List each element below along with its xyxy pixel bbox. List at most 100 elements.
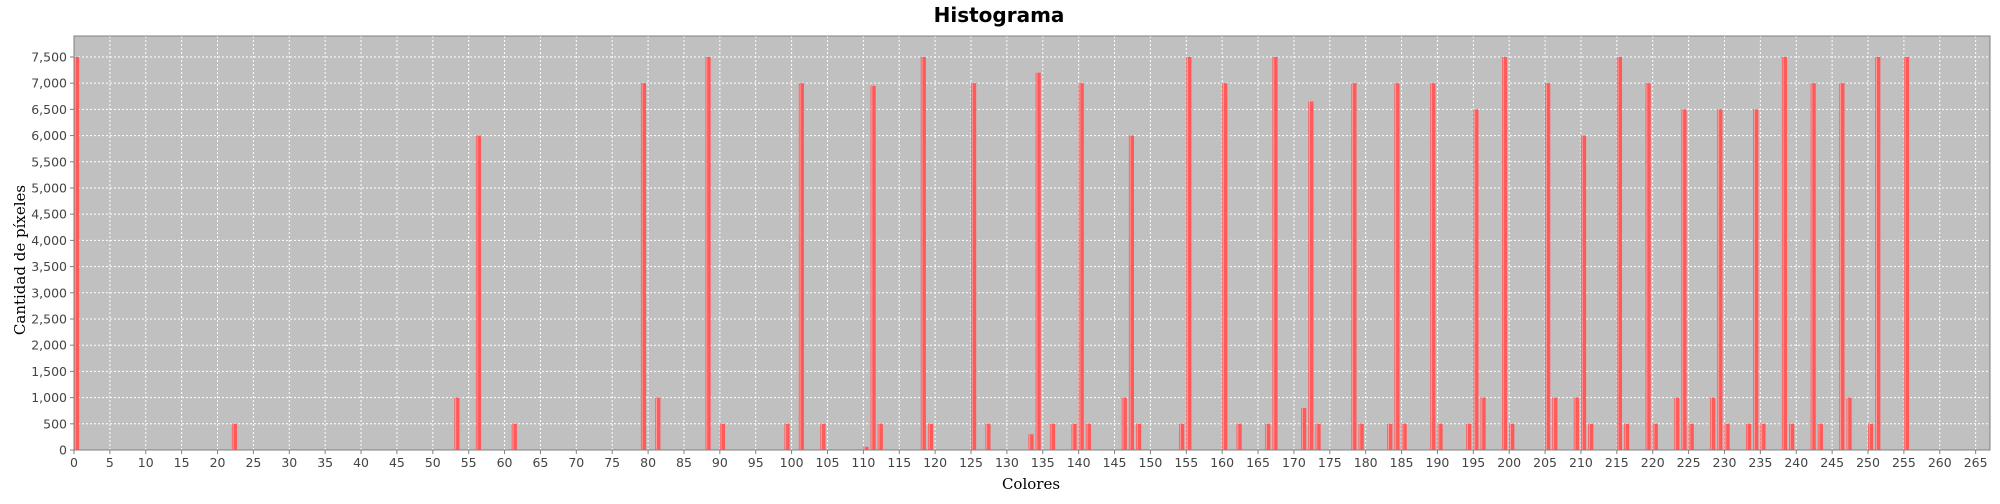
bar-highlight bbox=[1840, 83, 1842, 451]
y-tick-label: 4,000 bbox=[31, 233, 67, 248]
x-tick-label: 105 bbox=[816, 455, 840, 470]
bar-highlight bbox=[1746, 423, 1748, 450]
bar bbox=[454, 397, 460, 450]
x-tick-label: 125 bbox=[959, 455, 983, 470]
bar bbox=[705, 56, 711, 450]
bar-highlight bbox=[512, 423, 514, 450]
x-tick-label: 55 bbox=[461, 455, 477, 470]
bar-highlight bbox=[1904, 56, 1906, 450]
bar-highlight bbox=[971, 83, 973, 451]
bar-highlight bbox=[1718, 109, 1720, 450]
bar-highlight bbox=[1617, 56, 1619, 450]
x-tick-label: 160 bbox=[1210, 455, 1234, 470]
y-tick-label: 3,000 bbox=[31, 285, 67, 300]
bar-highlight bbox=[1387, 423, 1389, 450]
bar bbox=[1078, 83, 1084, 451]
bar bbox=[1236, 423, 1242, 450]
x-tick-label: 165 bbox=[1246, 455, 1270, 470]
bar bbox=[1652, 423, 1658, 450]
bar-highlight bbox=[1273, 56, 1275, 450]
bar-highlight bbox=[1359, 423, 1361, 450]
bar bbox=[1049, 423, 1056, 450]
bar-highlight bbox=[1086, 423, 1088, 450]
x-tick-label: 70 bbox=[568, 455, 584, 470]
bar bbox=[1616, 56, 1623, 450]
bar-highlight bbox=[1646, 83, 1648, 451]
y-tick-label: 7,000 bbox=[31, 76, 67, 91]
bar bbox=[1301, 408, 1307, 450]
bar-highlight bbox=[921, 56, 923, 450]
bar bbox=[798, 83, 804, 451]
bar bbox=[1810, 83, 1816, 451]
x-tick-label: 235 bbox=[1748, 455, 1772, 470]
x-tick-label: 85 bbox=[676, 455, 692, 470]
bar bbox=[1839, 83, 1845, 451]
y-tick-label: 6,500 bbox=[31, 102, 67, 117]
x-tick-label: 10 bbox=[138, 455, 154, 470]
y-axis-label: Cantidad de píxeles bbox=[11, 185, 29, 335]
bar bbox=[927, 423, 934, 450]
bar-highlight bbox=[656, 397, 658, 450]
bar bbox=[1308, 101, 1314, 450]
x-tick-label: 200 bbox=[1497, 455, 1521, 470]
bar-highlight bbox=[1036, 72, 1038, 451]
x-tick-label: 215 bbox=[1605, 455, 1629, 470]
bar-highlight bbox=[1782, 56, 1784, 450]
x-tick-label: 5 bbox=[106, 455, 114, 470]
bar-highlight bbox=[1265, 423, 1267, 450]
bar-highlight bbox=[1502, 56, 1504, 450]
bar-highlight bbox=[1402, 423, 1404, 450]
bar-highlight bbox=[821, 423, 823, 450]
bar bbox=[74, 56, 80, 450]
bar-highlight bbox=[641, 83, 643, 451]
bar-highlight bbox=[1545, 83, 1547, 451]
bar-highlight bbox=[1818, 423, 1820, 450]
y-tick-label: 5,500 bbox=[31, 154, 67, 169]
bar-highlight bbox=[1725, 423, 1727, 450]
bar-highlight bbox=[1689, 423, 1691, 450]
bar bbox=[1509, 423, 1515, 450]
bar bbox=[1502, 56, 1508, 450]
x-tick-label: 135 bbox=[1031, 455, 1055, 470]
x-tick-label: 190 bbox=[1426, 455, 1450, 470]
bar bbox=[475, 135, 482, 450]
bar-highlight bbox=[1187, 56, 1189, 450]
x-tick-label: 100 bbox=[780, 455, 804, 470]
bar bbox=[1573, 397, 1579, 450]
x-tick-label: 145 bbox=[1103, 455, 1127, 470]
bar bbox=[1315, 423, 1321, 450]
bar-highlight bbox=[1352, 83, 1354, 451]
bar-highlight bbox=[1868, 423, 1870, 450]
bar-highlight bbox=[1682, 109, 1684, 450]
bar bbox=[1789, 423, 1795, 450]
x-tick-label: 255 bbox=[1892, 455, 1916, 470]
bar bbox=[1437, 423, 1443, 450]
bar-highlight bbox=[1395, 83, 1397, 451]
bar bbox=[1351, 83, 1357, 451]
bar bbox=[877, 423, 883, 450]
bar-highlight bbox=[232, 423, 234, 450]
bar-highlight bbox=[1811, 83, 1813, 451]
chart-title: Histograma bbox=[934, 3, 1065, 27]
y-axis-ticks: 0 500 1,000 1,500 2,000 2,500 3,000 3,500 4,000 4… bbox=[31, 49, 74, 458]
bar bbox=[1846, 397, 1852, 450]
y-tick-label: 6,000 bbox=[31, 128, 67, 143]
plot-area bbox=[74, 36, 1990, 450]
y-tick-label: 500 bbox=[43, 416, 67, 431]
y-tick-label: 5,000 bbox=[31, 180, 67, 195]
bar-highlight bbox=[864, 446, 866, 450]
x-tick-label: 80 bbox=[640, 455, 656, 470]
x-tick-label: 115 bbox=[887, 455, 911, 470]
bar bbox=[1868, 423, 1874, 450]
x-tick-label: 25 bbox=[245, 455, 261, 470]
x-tick-label: 75 bbox=[604, 455, 620, 470]
x-tick-label: 95 bbox=[748, 455, 764, 470]
x-tick-label: 65 bbox=[532, 455, 548, 470]
bar-highlight bbox=[1553, 397, 1555, 450]
bar bbox=[1035, 72, 1041, 451]
x-axis-label: Colores bbox=[1002, 475, 1060, 493]
y-tick-label: 2,500 bbox=[31, 311, 67, 326]
x-tick-label: 15 bbox=[174, 455, 190, 470]
